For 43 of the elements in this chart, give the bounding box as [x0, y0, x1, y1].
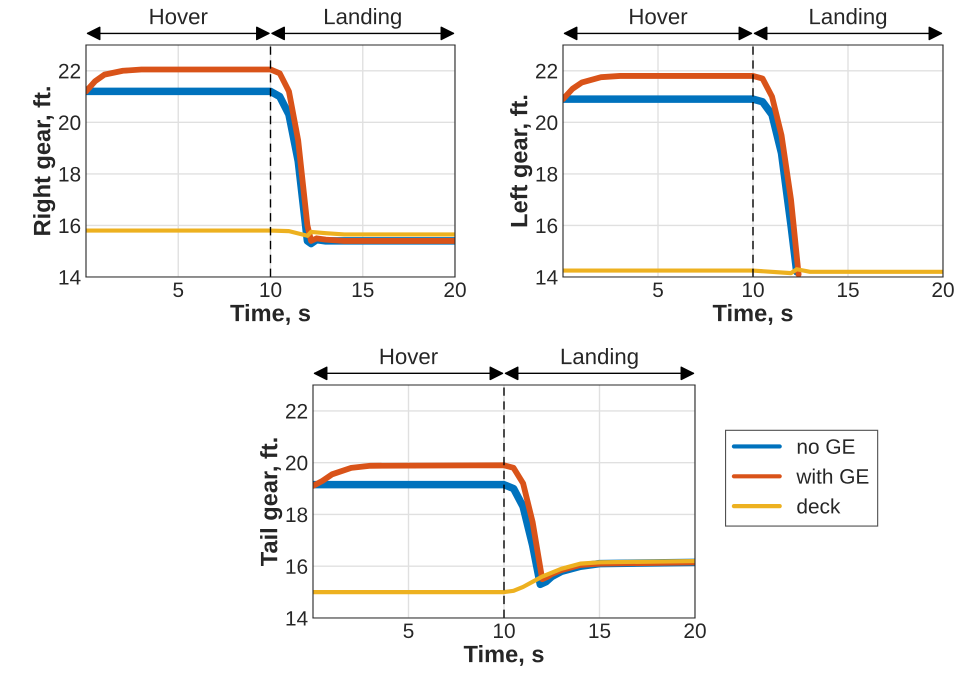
y-tick-label: 16 — [60, 218, 80, 234]
y-tick-label: 22 — [286, 404, 308, 418]
x-tick-label: 15 — [838, 282, 859, 298]
y-axis-title: Tail gear, ft. — [260, 438, 282, 566]
text: Hover — [150, 8, 208, 24]
x-tick-label: 5 — [653, 282, 663, 298]
text: Hover — [630, 8, 688, 24]
y-tick-label: 22 — [536, 64, 558, 78]
y-tick-label: 18 — [536, 166, 558, 182]
text: Landing — [562, 348, 638, 369]
x-tick-label: 20 — [932, 282, 954, 298]
y-tick-label: 20 — [59, 115, 80, 130]
y-tick-label: 18 — [286, 507, 308, 522]
x-tick-label: 5 — [173, 282, 184, 298]
y-tick-label: 20 — [536, 115, 558, 130]
text: Landing — [325, 8, 401, 29]
y-axis-title: Right gear, ft. — [33, 87, 56, 235]
x-tick-label: 10 — [260, 282, 282, 298]
x-tick-label: 5 — [404, 624, 414, 638]
x-axis-title: Time, s — [230, 304, 310, 325]
x-tick-label: 15 — [590, 624, 610, 638]
x-tick-label: 10 — [743, 282, 764, 298]
x-tick-label: 20 — [684, 623, 706, 638]
y-tick-label: 18 — [60, 166, 80, 182]
y-tick-label: 20 — [286, 456, 308, 470]
y-tick-label: 16 — [286, 559, 308, 574]
text: Landing — [810, 8, 886, 29]
legend-label: no GE — [798, 439, 855, 454]
y-tick-label: 14 — [286, 611, 308, 626]
x-tick-label: 15 — [352, 282, 374, 298]
x-tick-label: 10 — [494, 623, 515, 638]
y-tick-label: 14 — [60, 270, 81, 285]
y-axis-title: Left gear, ft. — [510, 96, 532, 226]
legend-label: with GE — [796, 468, 868, 484]
x-axis-title: Time, s — [464, 645, 544, 666]
y-tick-label: 16 — [536, 218, 558, 234]
y-tick-label: 22 — [59, 64, 80, 78]
y-tick-label: 14 — [536, 270, 558, 285]
x-axis-title: Time, s — [712, 304, 793, 325]
text: Hover — [380, 348, 438, 364]
legend-label: deck — [797, 498, 840, 514]
x-tick-label: 20 — [444, 282, 466, 298]
line-series — [313, 558, 695, 594]
